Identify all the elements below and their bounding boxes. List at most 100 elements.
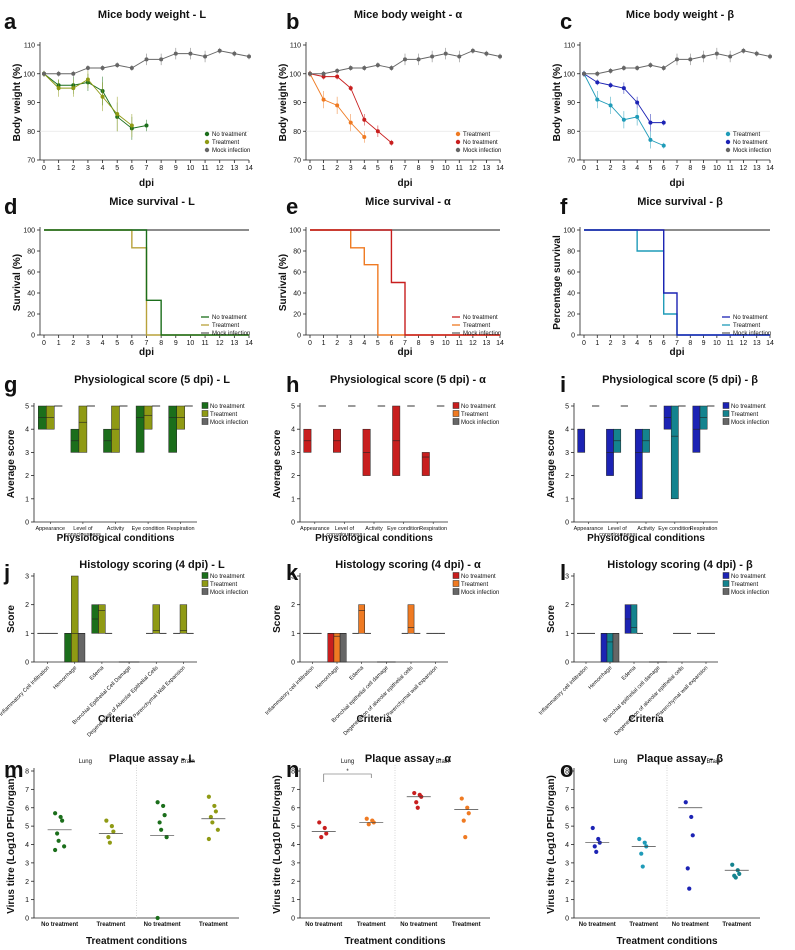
- x-tick-label: 7: [145, 340, 149, 347]
- x-tick-label: 10: [713, 165, 721, 172]
- data-point: [247, 54, 251, 59]
- y-tick-label: 1: [291, 496, 295, 503]
- x-tick-label: 13: [483, 340, 491, 347]
- legend-label: No treatment: [461, 574, 496, 580]
- data-point: [470, 48, 475, 53]
- x-tick-label: 5: [115, 340, 119, 347]
- data-point: [642, 840, 647, 845]
- y-tick-label: 90: [567, 100, 575, 107]
- y-tick-label: 0: [565, 660, 569, 667]
- data-point: [389, 140, 394, 145]
- x-tick-label: 10: [442, 340, 450, 347]
- legend-label: No treatment: [731, 574, 766, 580]
- y-tick-label: 80: [27, 129, 35, 136]
- y-tick-label: 40: [27, 291, 35, 298]
- survival-curve: [310, 229, 500, 336]
- data-point: [466, 811, 471, 816]
- legend-label: Mock infection: [210, 590, 248, 596]
- data-point: [621, 66, 626, 70]
- legend-marker: [201, 580, 209, 587]
- legend-label: No treatment: [463, 315, 498, 321]
- x-tick-label: Inflammatory Cell Infiltration: [0, 665, 51, 717]
- x-tick-label: 1: [322, 340, 326, 347]
- data-point: [690, 833, 695, 838]
- y-tick-label: 5: [291, 824, 295, 831]
- x-tick-label: Level of: [608, 526, 628, 532]
- x-tick-label: No treatment: [41, 922, 78, 928]
- x-tick-label: 9: [430, 165, 434, 172]
- x-tick-label: Level of: [335, 526, 355, 532]
- x-tick-label: 0: [42, 340, 46, 347]
- bar: [98, 604, 106, 634]
- x-tick-label: consciousness: [599, 532, 635, 538]
- y-tick-label: 5: [291, 404, 295, 411]
- panel-n: n Plaque assay - α 0 1 2 3 4 5 6 7 8 Virus titre (L…: [272, 753, 490, 947]
- group-label: Lung: [614, 759, 627, 765]
- data-point: [592, 844, 597, 849]
- x-tick-label: Parenchymal wall expansion: [656, 665, 710, 719]
- y-tick-label: 2: [25, 602, 29, 609]
- legend-marker: [725, 147, 731, 153]
- data-point: [596, 836, 601, 842]
- x-tick-label: Hemorrhage: [588, 665, 614, 691]
- panel-letter: e: [286, 194, 298, 219]
- data-point: [62, 844, 67, 849]
- y-tick-label: 100: [563, 228, 575, 235]
- data-point: [324, 831, 329, 836]
- legend-marker: [722, 588, 730, 595]
- legend-label: No treatment: [733, 315, 768, 321]
- panel-title: Plaque assay - β: [637, 753, 723, 765]
- y-axis-title: Virus titre (Log10 PFU/organ): [6, 775, 17, 914]
- x-tick-label: 0: [42, 165, 46, 172]
- x-tick-label: 8: [159, 165, 163, 172]
- legend-label: No treatment: [212, 132, 247, 138]
- data-point: [768, 54, 772, 59]
- panel-letter: h: [286, 372, 299, 397]
- y-axis-title: Body weight (%): [552, 64, 563, 142]
- data-point: [414, 800, 419, 805]
- panel-title: Mice body weight - L: [98, 9, 206, 21]
- legend-marker: [201, 588, 209, 595]
- bar: [339, 633, 347, 663]
- panel-title: Physiological score (5 dpi) - α: [330, 374, 486, 386]
- x-tick-label: 12: [740, 165, 748, 172]
- x-tick-label: Inflammatory cell infiltration: [264, 665, 315, 716]
- data-point: [362, 66, 367, 70]
- legend-label: Mock infection: [463, 331, 501, 337]
- x-tick-label: 4: [362, 340, 366, 347]
- bar: [600, 633, 608, 663]
- panel-letter: b: [286, 9, 299, 34]
- panel-title: Histology scoring (4 dpi) - β: [607, 559, 753, 571]
- panel-o: o Plaque assay - β 0 1 2 3 4 5 6 7 8 Virus titre (L…: [546, 753, 760, 947]
- bar: [78, 405, 88, 453]
- data-point: [364, 816, 369, 821]
- y-tick-label: 4: [25, 427, 29, 434]
- panel-k: k Histology scoring (4 dpi) - α 0 1 2 3 Score I…: [264, 559, 499, 737]
- panel-m: m Plaque assay - L 0 1 2 3 4 5 6 7 8 Virus titre (L…: [4, 753, 239, 947]
- data-point: [157, 820, 162, 825]
- y-tick-label: 2: [25, 473, 29, 480]
- y-tick-label: 3: [291, 450, 295, 457]
- data-point: [104, 818, 109, 823]
- data-point: [85, 77, 90, 82]
- legend-marker: [201, 410, 209, 417]
- x-axis-title: dpi: [398, 178, 413, 189]
- data-point: [335, 74, 340, 79]
- data-point: [144, 123, 149, 128]
- data-point: [100, 66, 105, 70]
- legend-label: Mock infection: [461, 590, 499, 596]
- bar: [135, 405, 145, 453]
- legend-label: Mock infection: [731, 590, 769, 596]
- y-tick-label: 2: [25, 879, 29, 886]
- x-tick-label: 8: [417, 340, 421, 347]
- bar: [421, 452, 430, 476]
- x-tick-label: 8: [159, 340, 163, 347]
- y-tick-label: 0: [565, 520, 569, 527]
- x-tick-label: 12: [469, 165, 477, 172]
- x-tick-label: Activity: [637, 526, 655, 532]
- y-tick-label: 2: [291, 879, 295, 886]
- legend-label: Treatment: [733, 132, 760, 138]
